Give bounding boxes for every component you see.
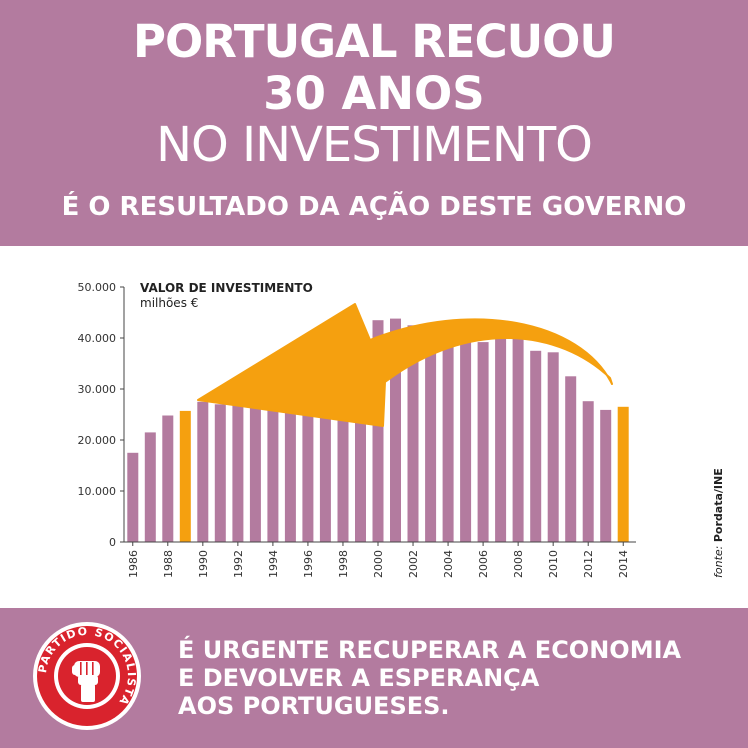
x-tick-label: 1994: [267, 550, 280, 578]
x-tick-label: 2000: [372, 550, 385, 578]
bar-2007: [495, 336, 507, 542]
x-tick-label: 2014: [617, 550, 630, 578]
bar-2014: [617, 406, 629, 542]
chart-subtitle: milhões €: [140, 296, 198, 310]
bar-2011: [565, 376, 577, 543]
y-tick-label: 50.000: [78, 281, 117, 294]
bar-2005: [460, 341, 472, 542]
bar-2009: [530, 350, 542, 543]
bar-2008: [512, 335, 524, 542]
chart-source: fonte: Pordata/INE: [712, 468, 725, 578]
slogan-line-3: AOS PORTUGUESES.: [178, 692, 450, 720]
bar-1990: [197, 401, 209, 543]
bar-1993: [249, 399, 261, 542]
bar-2002: [407, 325, 419, 543]
bar-1996: [302, 383, 314, 542]
x-tick-label: 1996: [302, 550, 315, 578]
header-band: [0, 0, 748, 246]
x-tick-label: 1988: [162, 550, 175, 578]
y-tick-label: 40.000: [78, 332, 117, 345]
x-tick-label: 1998: [337, 550, 350, 578]
y-tick-label: 0: [109, 536, 116, 549]
x-tick-label: 2008: [512, 550, 525, 578]
y-tick-label: 10.000: [78, 485, 117, 498]
bar-1999: [355, 328, 366, 542]
partido-socialista-logo: PARTIDO SOCIALISTA: [33, 622, 141, 730]
bar-1988: [162, 415, 174, 542]
headline-line-3: NO INVESTIMENTO: [156, 117, 593, 173]
y-tick-label: 30.000: [78, 383, 117, 396]
x-tick-label: 2012: [582, 550, 595, 578]
bar-1991: [214, 404, 226, 542]
bar-1989: [179, 410, 191, 542]
source-name: Pordata/INE: [712, 468, 725, 542]
bar-2000: [372, 320, 384, 542]
bar-2004: [442, 341, 454, 542]
bar-2003: [425, 341, 437, 542]
investment-bar-chart: 0 10.000 20.000 30.000 40.000 50.000 1986 1988 1…: [78, 281, 726, 578]
source-prefix: fonte:: [712, 542, 725, 578]
slogan-line-1: É URGENTE RECUPERAR A ECONOMIA: [178, 636, 682, 664]
x-tick-label: 2004: [442, 550, 455, 578]
headline-subtitle: É O RESULTADO DA AÇÃO DESTE GOVERNO: [61, 192, 687, 222]
x-tick-label: 1986: [127, 550, 140, 578]
x-tick-label: 2006: [477, 550, 490, 578]
bar-1987: [144, 432, 156, 542]
headline-line-1: PORTUGAL RECUOU: [133, 15, 616, 68]
headline-line-2: 30 ANOS: [263, 67, 485, 120]
x-tick-label: 2010: [547, 550, 560, 578]
annotation-arrow-icon: [197, 303, 613, 427]
x-tick-label: 1992: [232, 550, 245, 578]
chart-title: VALOR DE INVESTIMENTO: [140, 281, 313, 295]
bar-1992: [232, 396, 244, 542]
bar-2001: [390, 318, 401, 542]
bar-2006: [477, 342, 489, 542]
x-tick-label: 2002: [407, 550, 420, 578]
footer-slogan: É URGENTE RECUPERAR A ECONOMIA E DEVOLVE…: [178, 636, 681, 720]
slogan-line-2: E DEVOLVER A ESPERANÇA: [178, 664, 540, 692]
bar-1997: [319, 377, 331, 542]
bar-2013: [600, 409, 612, 542]
bar-1994: [267, 395, 279, 542]
y-tick-label: 20.000: [78, 434, 117, 447]
x-tick-label: 1990: [197, 550, 210, 578]
bar-1998: [337, 364, 349, 542]
bar-2012: [582, 401, 594, 542]
bar-1986: [127, 452, 139, 543]
bar-2010: [547, 352, 559, 542]
bar-1995: [284, 391, 296, 542]
